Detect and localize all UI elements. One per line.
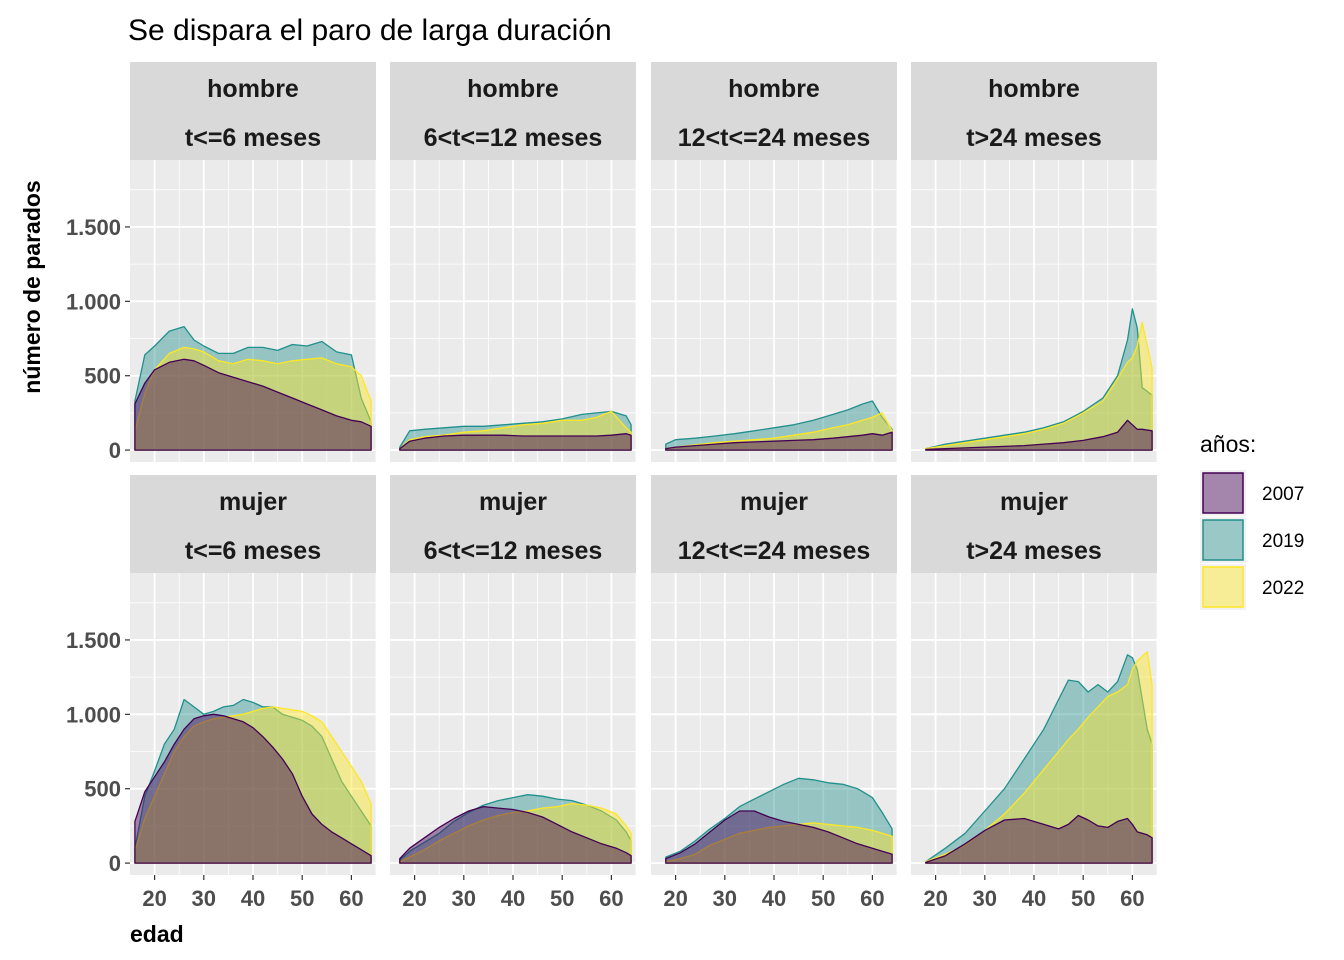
area-series-2019 — [665, 777, 893, 864]
facet-strip-sexo: hombre — [728, 75, 820, 103]
legend-key-bg — [1200, 470, 1246, 516]
area-series-2019 — [134, 325, 372, 451]
facet-strip — [911, 475, 1157, 573]
x-tick-label: 60 — [1120, 886, 1144, 911]
area-series-2019 — [134, 698, 372, 864]
facet-strip-sexo: mujer — [479, 488, 547, 516]
x-tick-label: 40 — [762, 886, 786, 911]
area-series-2022 — [925, 321, 1153, 451]
area-series-2022 — [665, 822, 893, 864]
facet-strip-duracion: 6<t<=12 meses — [424, 124, 603, 152]
y-axis-title: número de parados — [19, 180, 45, 393]
area-series-2007 — [925, 419, 1153, 451]
area-series-2019 — [925, 308, 1153, 451]
facet-strip — [130, 475, 376, 573]
legend: años: 2007 2019 2022 — [1200, 431, 1304, 610]
legend-title: años: — [1200, 431, 1256, 457]
legend-key-bg — [1200, 564, 1246, 610]
x-tick-label: 30 — [713, 886, 737, 911]
area-series-2022 — [399, 410, 632, 451]
y-tick-label: 1.500 — [66, 628, 121, 653]
y-tick-label: 1.000 — [66, 289, 121, 314]
area-series-2019 — [399, 794, 632, 864]
area-series-2007 — [925, 814, 1153, 864]
area-series-2007 — [665, 431, 893, 451]
area-series-2022 — [134, 346, 372, 451]
facet-strip-duracion: t<=6 meses — [185, 537, 321, 565]
facet-strip-duracion: t>24 meses — [966, 537, 1102, 565]
legend-label: 2007 — [1262, 484, 1304, 505]
area-series-2007 — [665, 810, 893, 864]
facet-strip — [651, 62, 897, 160]
x-tick-label: 20 — [402, 886, 426, 911]
x-tick-label: 40 — [1022, 886, 1046, 911]
x-tick-label: 50 — [1071, 886, 1095, 911]
facet-strip-sexo: mujer — [740, 488, 808, 516]
legend-label: 2022 — [1262, 578, 1304, 599]
facet-strip — [911, 62, 1157, 160]
x-tick-label: 50 — [290, 886, 314, 911]
facet-strip — [390, 62, 636, 160]
facet-strip-sexo: hombre — [207, 75, 299, 103]
legend-key-2019 — [1202, 519, 1244, 561]
legend-key-2007 — [1202, 472, 1244, 514]
facet-strip-duracion: t<=6 meses — [185, 124, 321, 152]
area-series-2007 — [134, 713, 372, 864]
y-tick-label: 0 — [109, 851, 121, 876]
facet-strip-duracion: 6<t<=12 meses — [424, 537, 603, 565]
x-tick-label: 30 — [192, 886, 216, 911]
x-tick-label: 50 — [550, 886, 574, 911]
x-tick-label: 20 — [663, 886, 687, 911]
x-tick-label: 60 — [339, 886, 363, 911]
x-tick-label: 30 — [452, 886, 476, 911]
area-series-2007 — [399, 433, 632, 451]
facet-strip-duracion: t>24 meses — [966, 124, 1102, 152]
facet-strip-sexo: mujer — [219, 488, 287, 516]
area-series-2007 — [134, 358, 372, 451]
x-tick-label: 40 — [501, 886, 525, 911]
facet-strip-duracion: 12<t<=24 meses — [678, 124, 871, 152]
facet-strip — [390, 475, 636, 573]
x-tick-label: 50 — [811, 886, 835, 911]
x-tick-label: 60 — [599, 886, 623, 911]
y-tick-label: 1.500 — [66, 215, 121, 240]
x-tick-label: 60 — [860, 886, 884, 911]
x-tick-label: 40 — [241, 886, 265, 911]
area-series-2019 — [399, 410, 632, 451]
facet-strip-sexo: hombre — [467, 75, 559, 103]
facet-strip — [651, 475, 897, 573]
x-axis-title: edad — [130, 921, 184, 947]
legend-key-bg — [1200, 517, 1246, 563]
y-tick-label: 0 — [109, 438, 121, 463]
x-tick-label: 30 — [973, 886, 997, 911]
area-series-2022 — [399, 802, 632, 864]
facet-strip-duracion: 12<t<=24 meses — [678, 537, 871, 565]
facet-strip — [130, 62, 376, 160]
legend-label: 2019 — [1262, 531, 1304, 552]
chart-title: Se dispara el paro de larga duración — [128, 14, 612, 47]
legend-key-2022 — [1202, 566, 1244, 608]
y-tick-label: 1.000 — [66, 702, 121, 727]
x-tick-label: 20 — [923, 886, 947, 911]
y-tick-label: 500 — [84, 364, 121, 389]
area-series-2019 — [925, 654, 1153, 864]
y-tick-label: 500 — [84, 777, 121, 802]
facet-strip-sexo: mujer — [1000, 488, 1068, 516]
x-tick-label: 20 — [142, 886, 166, 911]
facet-strip-sexo: hombre — [988, 75, 1080, 103]
area-series-2007 — [399, 805, 632, 864]
area-series-2022 — [134, 706, 372, 864]
